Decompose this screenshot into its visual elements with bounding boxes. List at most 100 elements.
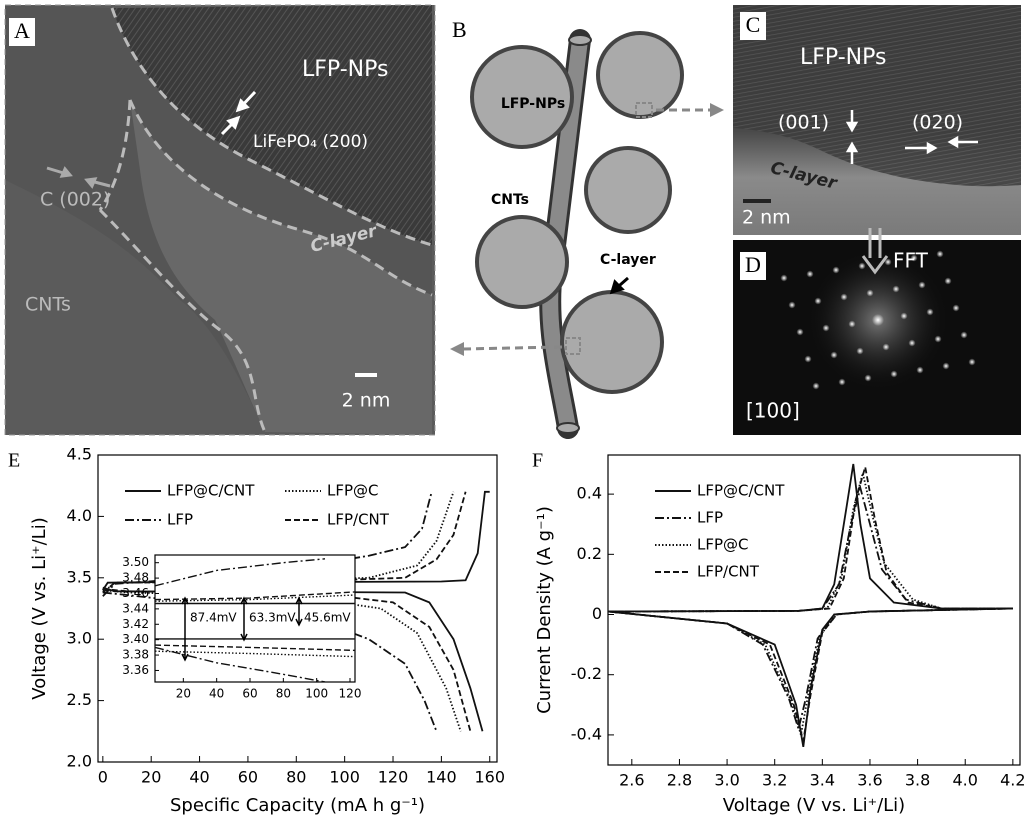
fft-spot xyxy=(864,374,872,382)
fft-spot xyxy=(908,339,916,347)
label: (020) xyxy=(912,112,963,134)
fft-spot xyxy=(830,351,838,359)
y-tick-label: 4.5 xyxy=(67,445,92,464)
x-tick-label: 2.8 xyxy=(667,771,692,790)
x-tick-label: 2.6 xyxy=(619,771,644,790)
x-tick-label: 4.2 xyxy=(1000,771,1025,790)
panel-letter: C xyxy=(746,12,761,37)
label: [100] xyxy=(746,399,800,423)
plot-frame xyxy=(154,554,356,683)
x-tick-label: 40 xyxy=(209,687,224,701)
series-line xyxy=(155,558,326,682)
fft-spot xyxy=(814,297,822,305)
lfp-region xyxy=(112,5,432,245)
y-tick-label: 3.50 xyxy=(122,555,149,569)
legend-label: LFP/CNT xyxy=(327,511,390,529)
arrow-head xyxy=(450,342,464,356)
fft-spot xyxy=(832,266,840,274)
y-tick-label: 3.48 xyxy=(122,571,149,585)
panel-letter: D xyxy=(745,252,761,277)
arrow xyxy=(461,345,563,351)
fft-spot xyxy=(892,285,900,293)
y-tick-label: 3.38 xyxy=(122,648,149,662)
scale-label: 2 nm xyxy=(342,390,391,412)
scale-bar xyxy=(743,199,771,203)
legend-label: LFP@C xyxy=(697,536,749,554)
series-line xyxy=(608,472,1013,736)
fft-spot xyxy=(822,324,830,332)
particles xyxy=(470,31,684,394)
label: CNTs xyxy=(491,192,529,208)
label: LiFePO₄ (200) xyxy=(253,132,368,152)
scale-label: 2 nm xyxy=(742,207,791,229)
arrow-head xyxy=(710,103,724,117)
x-tick-label: 40 xyxy=(189,768,209,787)
panel-a: A LFP-NPs LiFePO₄ (200) C (002) C-layer … xyxy=(4,4,436,436)
annotation: 63.3mV xyxy=(249,611,296,625)
cnt-end xyxy=(556,422,580,434)
fft-spot xyxy=(942,362,950,370)
panel-letter: B xyxy=(452,17,467,42)
fft-spot xyxy=(936,250,944,258)
x-tick-label: 120 xyxy=(378,768,409,787)
arrow-head xyxy=(240,596,248,642)
legend-label: LFP xyxy=(167,511,193,529)
x-axis-label: Voltage (V vs. Li⁺/Li) xyxy=(723,795,905,816)
x-tick-label: 140 xyxy=(426,768,457,787)
x-tick-label: 100 xyxy=(305,687,328,701)
panel-c: C LFP-NPs (001) (020) C-layer 2 nm xyxy=(733,5,1021,235)
fft-spot xyxy=(952,304,960,312)
fft-spot xyxy=(884,258,892,266)
y-tick-label: 0 xyxy=(592,604,602,623)
fft-spot xyxy=(788,301,796,309)
series-line xyxy=(102,491,462,732)
fft-spot xyxy=(804,355,812,363)
x-tick-label: 3.2 xyxy=(762,771,787,790)
legend-label: LFP@C/CNT xyxy=(167,482,255,500)
legend-label: LFP xyxy=(697,509,723,527)
cnt-region xyxy=(130,100,432,435)
arrows xyxy=(220,90,257,136)
legend-label: LFP@C/CNT xyxy=(697,482,785,500)
y-axis-label: Current Density (A g⁻¹) xyxy=(534,506,555,714)
label: LFP-NPs xyxy=(302,57,388,82)
x-tick-label: 3.4 xyxy=(810,771,835,790)
cnt-end xyxy=(568,34,592,46)
y-tick-label: -0.2 xyxy=(571,664,602,683)
label: FFT xyxy=(893,249,929,273)
y-tick-label: 2.5 xyxy=(67,690,92,709)
letter-box xyxy=(740,252,766,280)
arrow xyxy=(868,228,882,258)
fft-spot xyxy=(858,262,866,270)
fft-spot xyxy=(934,335,942,343)
x-axis-label: Specific Capacity (mA h g⁻¹) xyxy=(170,795,425,816)
x-tick-label: 80 xyxy=(276,687,291,701)
y-axis-label: Voltage (V vs. Li⁺/Li) xyxy=(29,517,50,699)
fft-spot xyxy=(872,314,884,326)
series-line xyxy=(155,591,355,652)
x-tick-label: 4.0 xyxy=(952,771,977,790)
label: C-layer xyxy=(600,252,656,268)
chart: 2.6 2.8 3.0 3.2 3.4 3.6 3.8 4.0 4.2 0.4 0.2 0 -0.2 -0… xyxy=(534,454,1026,816)
fft-spot xyxy=(866,289,874,297)
fft-spot xyxy=(960,331,968,339)
zoom-box xyxy=(565,337,581,355)
y-tick-label: 0.4 xyxy=(577,484,602,503)
series-line xyxy=(102,491,472,732)
fft-spot xyxy=(882,343,890,351)
fft-spot xyxy=(812,382,820,390)
x-tick-label: 3.0 xyxy=(714,771,739,790)
arrow-head xyxy=(181,596,189,662)
arrows xyxy=(46,166,111,189)
x-tick-label: 100 xyxy=(329,768,360,787)
annotation: 87.4mV xyxy=(190,611,237,625)
label: LFP-NPs xyxy=(800,45,886,70)
annotation: 45.6mV xyxy=(304,611,351,625)
label: CNTs xyxy=(25,294,71,316)
fft-spot xyxy=(968,358,976,366)
y-tick-label: 3.36 xyxy=(122,663,149,677)
panel-letter: F xyxy=(532,450,543,472)
panel-b: B LFP-NPs CNTs C-layer xyxy=(450,17,724,439)
y-tick-label: 3.40 xyxy=(122,632,149,646)
